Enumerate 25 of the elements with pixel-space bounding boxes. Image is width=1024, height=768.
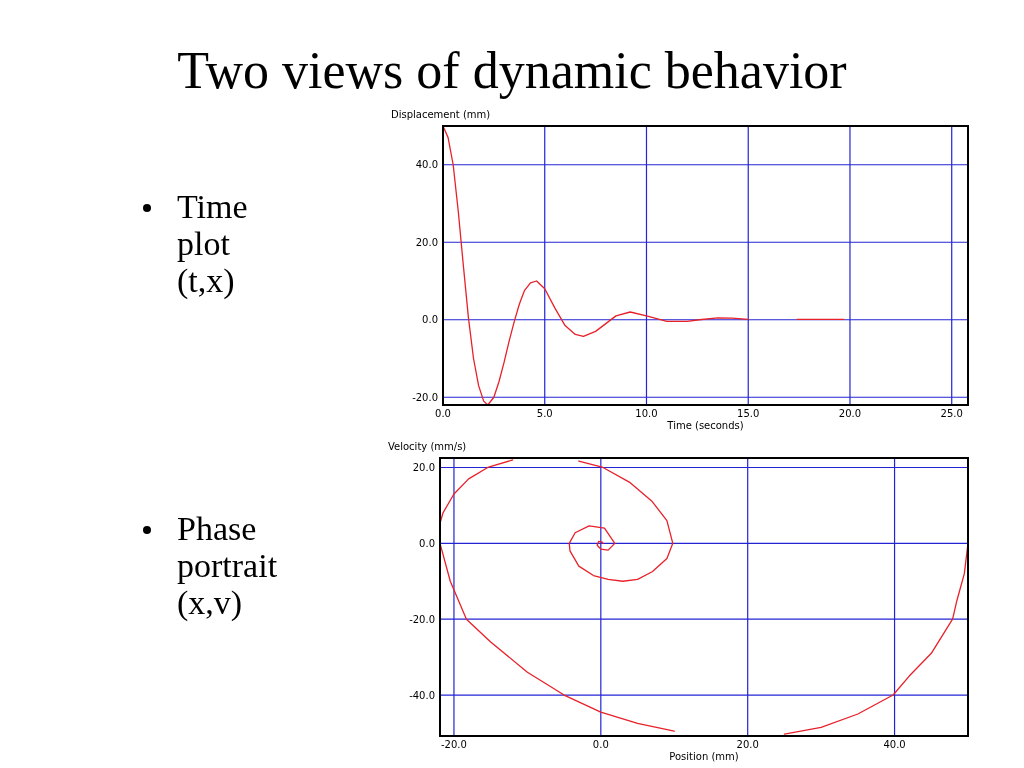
y-tick-label: 0.0 xyxy=(422,314,438,326)
x-tick-label: 0.0 xyxy=(435,408,451,419)
y-tick-label: -40.0 xyxy=(409,689,435,701)
x-tick-label: 20.0 xyxy=(838,408,862,419)
x-tick-label: 20.0 xyxy=(736,739,759,750)
y-axis-title: Velocity (mm/s) xyxy=(388,441,467,452)
y-tick-label: 20.0 xyxy=(415,236,438,248)
x-tick-label: -20.0 xyxy=(441,739,467,750)
y-tick-label: 40.0 xyxy=(415,159,438,171)
y-tick-label: 0.0 xyxy=(419,537,435,549)
chart-title: Two views of dynamic behavior xyxy=(177,42,847,99)
x-tick-label: 40.0 xyxy=(883,739,906,750)
y-axis-title: Displacement (mm) xyxy=(391,109,491,120)
y-tick-label: -20.0 xyxy=(409,613,435,625)
y-tick-label: -20.0 xyxy=(412,391,438,403)
x-axis-title: Time (seconds) xyxy=(666,420,744,431)
y-tick-label: 20.0 xyxy=(412,461,435,473)
x-axis-title: Position (mm) xyxy=(669,751,739,762)
x-tick-label: 0.0 xyxy=(592,739,609,750)
x-tick-label: 10.0 xyxy=(635,408,658,419)
x-tick-label: 25.0 xyxy=(940,408,963,419)
text: Phase portrait (x,v) xyxy=(177,510,278,622)
x-tick-label: 15.0 xyxy=(737,408,760,419)
text: Time plot (t,x) xyxy=(177,188,248,300)
x-tick-label: 5.0 xyxy=(536,408,553,419)
